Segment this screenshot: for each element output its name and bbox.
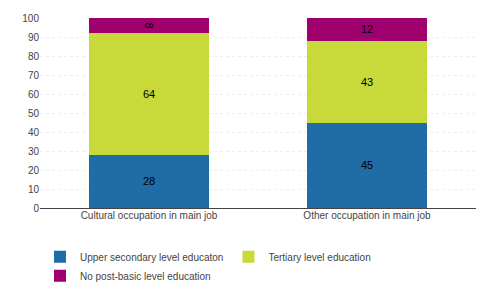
svg-text:90: 90 [28,32,40,43]
svg-text:Tertiary level education: Tertiary level education [268,252,370,263]
svg-text:28: 28 [143,175,155,187]
svg-text:Upper secondary level educaton: Upper secondary level educaton [80,252,223,263]
svg-text:70: 70 [28,70,40,81]
svg-text:60: 60 [28,89,40,100]
svg-text:100: 100 [22,13,39,24]
svg-text:80: 80 [28,51,40,62]
svg-text:64: 64 [143,88,155,100]
svg-text:40: 40 [28,127,40,138]
svg-text:12: 12 [361,23,373,35]
svg-text:10: 10 [28,184,40,195]
svg-text:45: 45 [361,159,373,171]
svg-text:0: 0 [33,203,39,214]
svg-text:No post-basic level education: No post-basic level education [80,271,211,282]
svg-text:43: 43 [361,76,373,88]
svg-text:20: 20 [28,165,40,176]
svg-text:50: 50 [28,108,40,119]
svg-text:Cultural occupation in main jo: Cultural occupation in main job [81,210,218,221]
svg-text:8: 8 [143,23,155,29]
svg-text:30: 30 [28,146,40,157]
svg-text:Other occupation in main job: Other occupation in main job [303,210,431,221]
